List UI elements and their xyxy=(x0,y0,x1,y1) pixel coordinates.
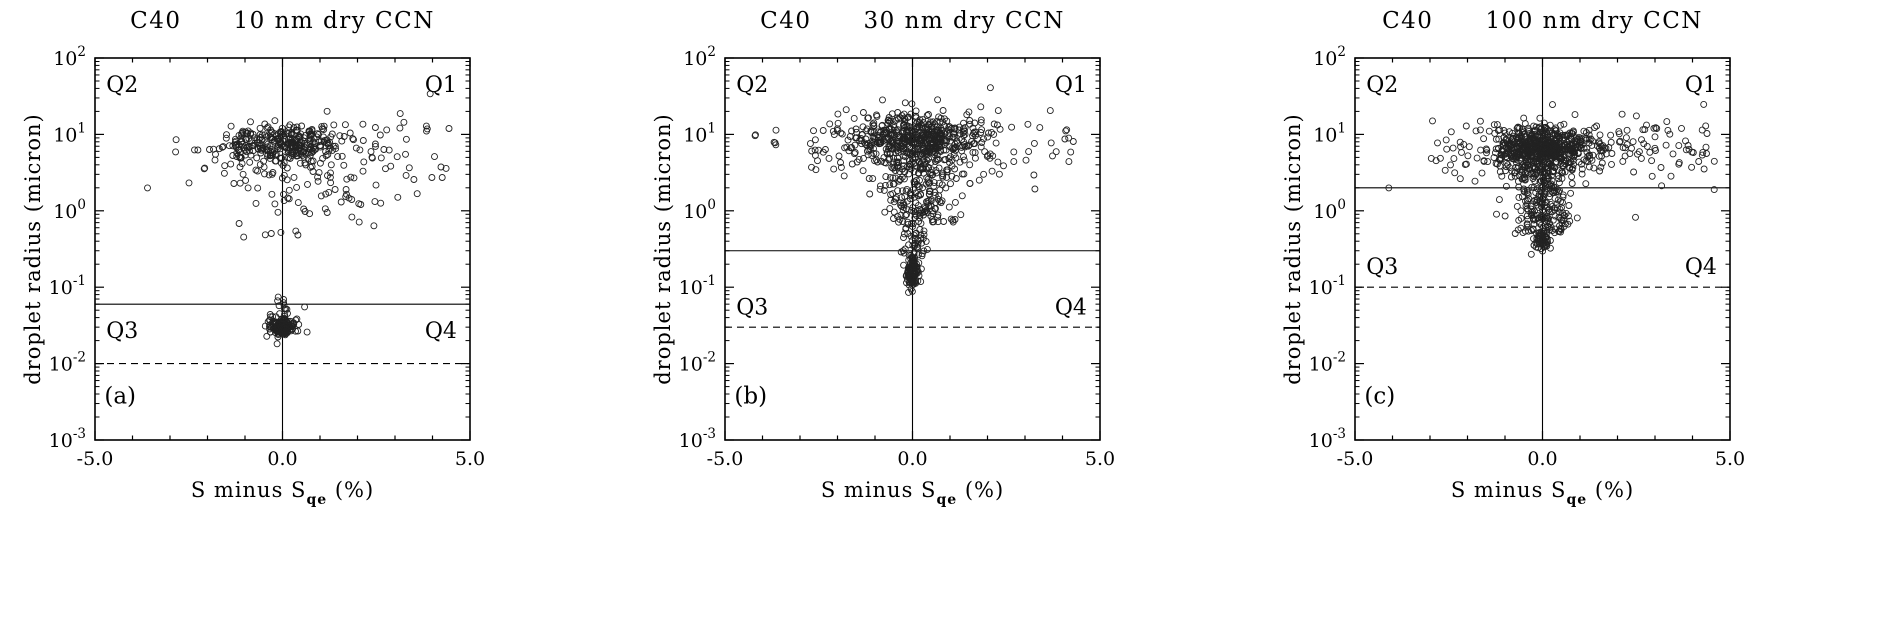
x-axis-label-subscript: qe xyxy=(1566,492,1588,509)
plot-frame xyxy=(724,57,1101,441)
panel-letter: (b) xyxy=(734,384,767,410)
scatter-plot-c: -5.0 0.0 5.0 102 101 100 10-1 10-2 10-3 Q2 Q1 Q3 Q4 (… xyxy=(1309,44,1745,470)
quadrant-label-q2: Q2 xyxy=(736,73,768,98)
y-tick-label: 10-1 xyxy=(49,273,86,299)
y-tick-label: 102 xyxy=(53,44,86,70)
quadrant-label-q1: Q1 xyxy=(1685,73,1717,98)
x-axis-label-unit: (%) xyxy=(957,478,1005,502)
x-axis-label: S minus Sqe (%) xyxy=(95,478,470,509)
quadrant-label-q4: Q4 xyxy=(1055,295,1087,320)
scatter-plot-a: -5.0 0.0 5.0 102 101 100 10-1 10-2 10-3 Q2 Q1 Q3 Q4 (… xyxy=(49,44,485,470)
scatter-points xyxy=(144,90,453,348)
scatter-points xyxy=(751,84,1077,296)
x-tick-label: -5.0 xyxy=(707,448,744,470)
y-tick-label: 10-3 xyxy=(49,426,86,452)
y-tick-label: 10-1 xyxy=(1309,273,1346,299)
panel-c: C40 100 nm dry CCN droplet radius (micro… xyxy=(1260,0,1890,618)
x-axis-label-text: S minus S xyxy=(820,478,937,502)
y-tick-label: 10-2 xyxy=(1309,350,1346,376)
panel-a-title-text: 10 nm dry CCN xyxy=(233,8,435,34)
x-tick-label: 0.0 xyxy=(1527,448,1557,470)
y-tick-label: 10-1 xyxy=(679,273,716,299)
panel-c-title: C40 100 nm dry CCN xyxy=(1355,8,1730,34)
panel-b-title: C40 30 nm dry CCN xyxy=(725,8,1100,34)
panel-a-title: C40 10 nm dry CCN xyxy=(95,8,470,34)
x-axis-label-unit: (%) xyxy=(327,478,375,502)
y-tick-label: 10-3 xyxy=(1309,426,1346,452)
y-tick-label: 102 xyxy=(1313,44,1346,70)
quadrant-label-q2: Q2 xyxy=(1366,73,1398,98)
scatter-points xyxy=(1385,100,1718,258)
quadrant-label-q1: Q1 xyxy=(1055,73,1087,98)
y-tick-label: 100 xyxy=(683,197,716,223)
panel-b-title-text: 30 nm dry CCN xyxy=(863,8,1065,34)
quadrant-label-q1: Q1 xyxy=(425,73,457,98)
x-tick-label: 0.0 xyxy=(267,448,297,470)
y-tick-label: 102 xyxy=(683,44,716,70)
run-label: C40 xyxy=(1382,8,1434,34)
y-tick-label: 100 xyxy=(1313,197,1346,223)
y-tick-label: 10-2 xyxy=(679,350,716,376)
quadrant-label-q4: Q4 xyxy=(1685,255,1717,280)
x-axis-label-text: S minus S xyxy=(1450,478,1567,502)
x-tick-label: 5.0 xyxy=(455,448,485,470)
x-axis-label-subscript: qe xyxy=(936,492,958,509)
y-tick-label: 100 xyxy=(53,197,86,223)
y-tick-label: 10-3 xyxy=(679,426,716,452)
x-tick-label: 5.0 xyxy=(1715,448,1745,470)
plot-frame xyxy=(1354,57,1731,441)
y-tick-label: 101 xyxy=(683,120,716,146)
panel-letter: (c) xyxy=(1364,384,1395,410)
x-tick-label: 0.0 xyxy=(897,448,927,470)
quadrant-label-q2: Q2 xyxy=(106,73,138,98)
run-label: C40 xyxy=(760,8,812,34)
y-tick-label: 101 xyxy=(1313,120,1346,146)
panel-a: C40 10 nm dry CCN droplet radius (micron… xyxy=(0,0,630,618)
x-tick-label: -5.0 xyxy=(1337,448,1374,470)
y-tick-label: 101 xyxy=(53,120,86,146)
panel-b: C40 30 nm dry CCN droplet radius (micron… xyxy=(630,0,1260,618)
panel-c-title-text: 100 nm dry CCN xyxy=(1485,8,1703,34)
x-tick-label: 5.0 xyxy=(1085,448,1115,470)
x-axis-label: S minus Sqe (%) xyxy=(725,478,1100,509)
x-axis-label-unit: (%) xyxy=(1587,478,1635,502)
plot-frame xyxy=(94,57,471,441)
quadrant-label-q4: Q4 xyxy=(425,319,457,344)
x-tick-label: -5.0 xyxy=(77,448,114,470)
y-tick-label: 10-2 xyxy=(49,350,86,376)
x-axis-label: S minus Sqe (%) xyxy=(1355,478,1730,509)
x-axis-label-text: S minus S xyxy=(190,478,307,502)
quadrant-label-q3: Q3 xyxy=(106,319,138,344)
quadrant-label-q3: Q3 xyxy=(736,295,768,320)
scatter-plot-b: -5.0 0.0 5.0 102 101 100 10-1 10-2 10-3 Q2 Q1 Q3 Q4 (… xyxy=(679,44,1115,470)
x-axis-label-subscript: qe xyxy=(306,492,328,509)
panel-letter: (a) xyxy=(104,384,136,410)
run-label: C40 xyxy=(130,8,182,34)
quadrant-label-q3: Q3 xyxy=(1366,255,1398,280)
